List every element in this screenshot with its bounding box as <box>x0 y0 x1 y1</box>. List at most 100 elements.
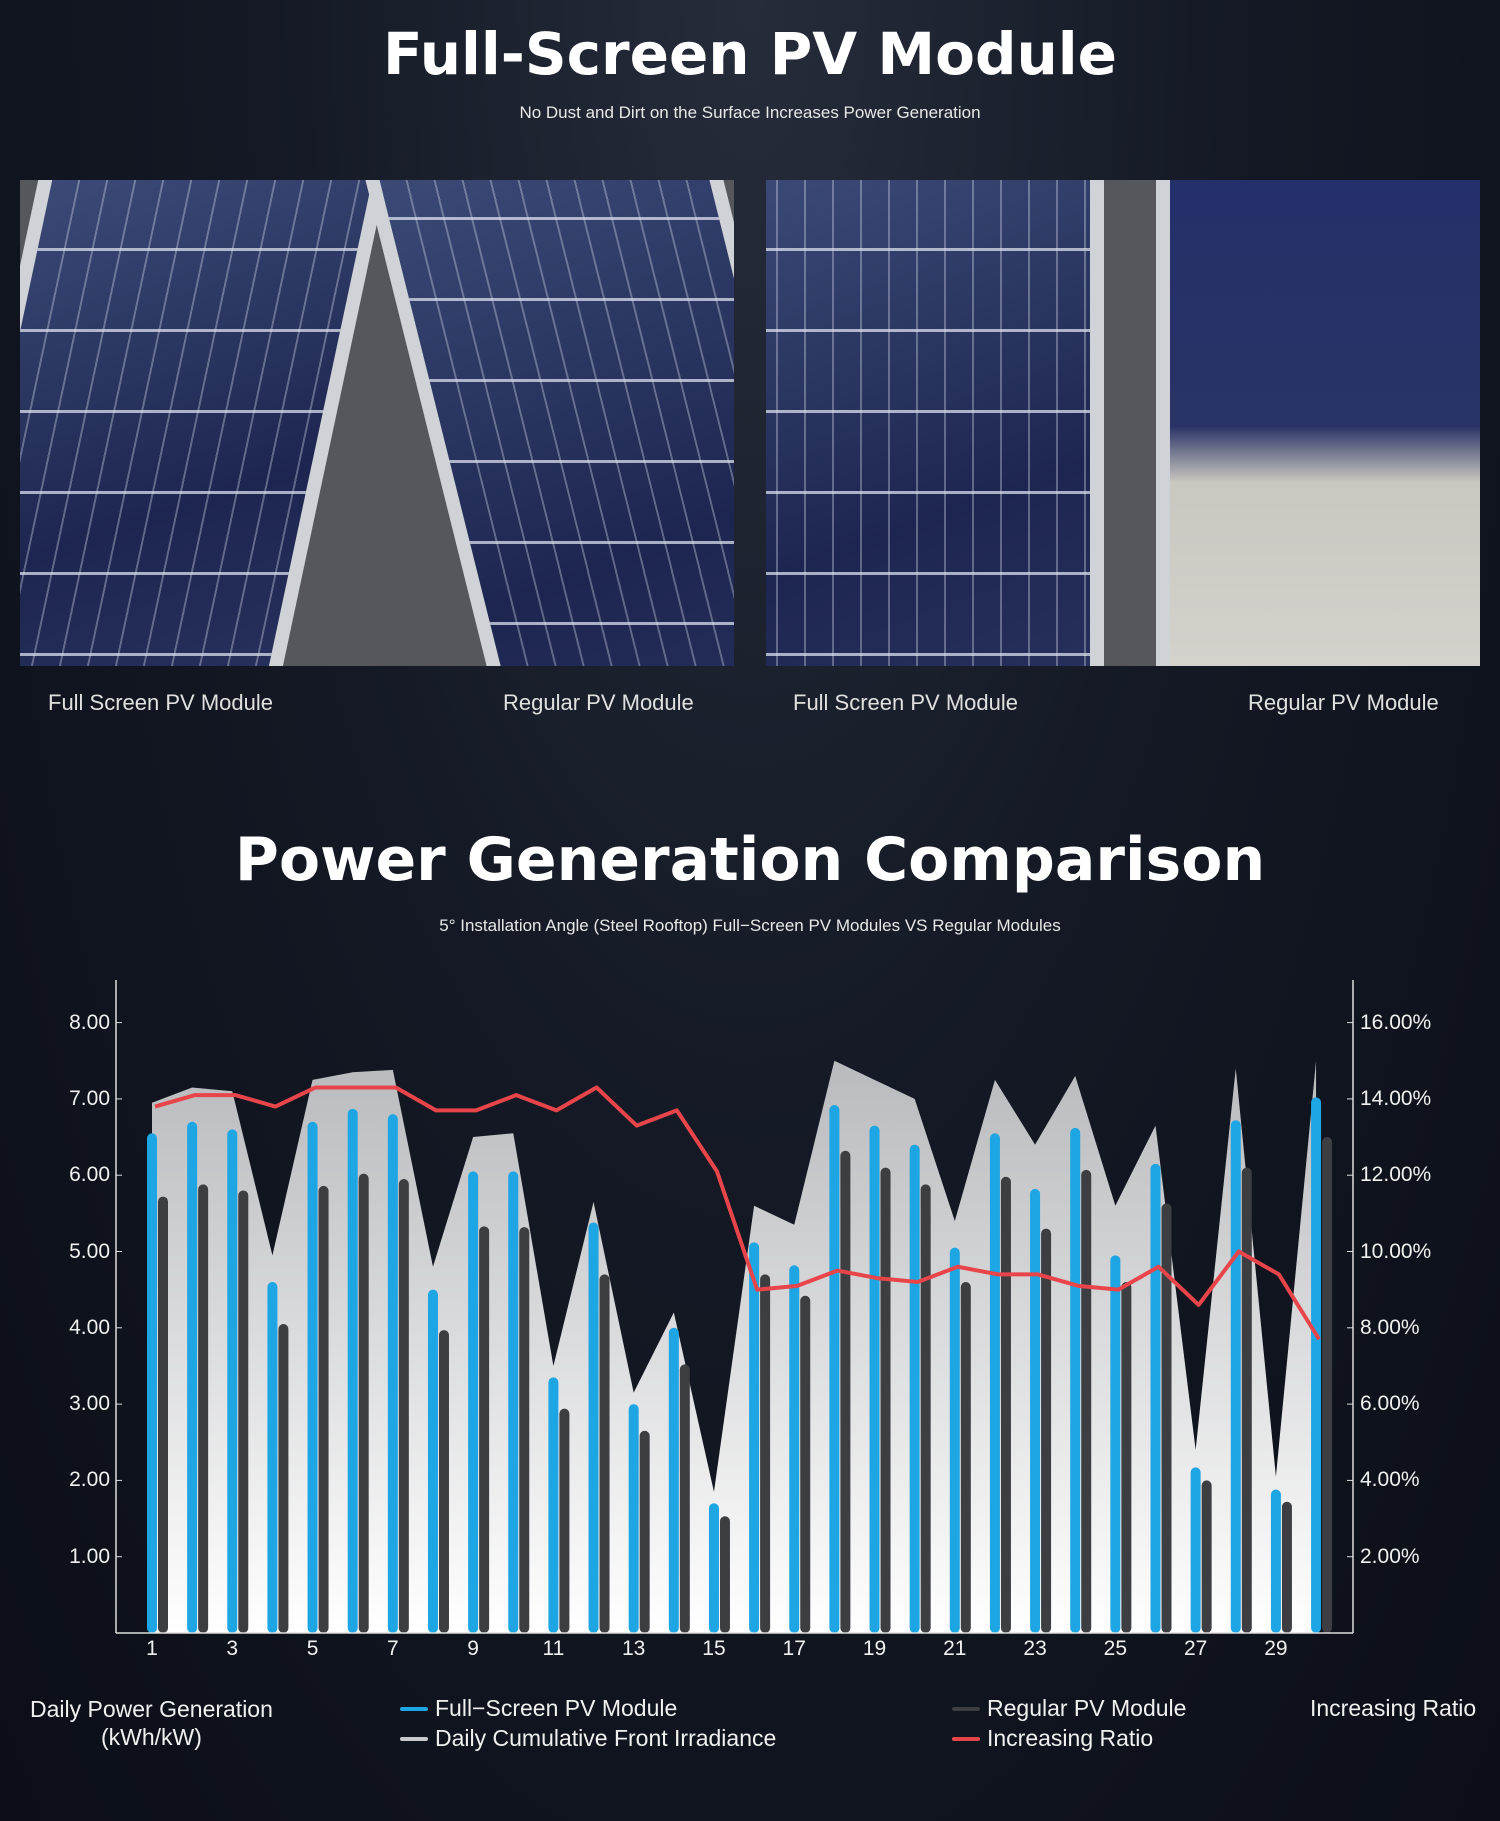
bar-full-screen <box>949 1247 960 1633</box>
bar-full-screen <box>508 1171 519 1633</box>
y-left-tick-label: 3.00 <box>69 1392 110 1416</box>
legend-ratio: Increasing Ratio <box>987 1725 1154 1751</box>
legend-swatch-ratio <box>952 1737 980 1741</box>
bar-full-screen <box>989 1133 1000 1633</box>
bar-regular <box>438 1330 449 1633</box>
y-left-tick-label: 1.00 <box>69 1544 110 1568</box>
legend-regular: Regular PV Module <box>987 1695 1187 1721</box>
bar-full-screen <box>1030 1188 1041 1633</box>
x-tick-label: 19 <box>862 1637 887 1660</box>
bar-regular <box>1000 1176 1011 1633</box>
y-right-tick-label: 10.00% <box>1360 1239 1432 1263</box>
x-tick-label: 23 <box>1023 1637 1047 1660</box>
bar-full-screen <box>909 1144 920 1633</box>
bar-regular <box>1241 1167 1252 1633</box>
y-right-label: Increasing Ratio <box>1310 1695 1477 1721</box>
x-tick-label: 9 <box>467 1637 479 1660</box>
bar-regular <box>1201 1480 1212 1633</box>
bar-regular <box>1161 1203 1172 1633</box>
x-tick-label: 11 <box>542 1637 565 1660</box>
bar-regular <box>158 1196 168 1633</box>
bar-full-screen <box>307 1121 318 1633</box>
y-left-tick-label: 6.00 <box>69 1163 110 1187</box>
legend-irradiance: Daily Cumulative Front Irradiance <box>435 1725 777 1751</box>
bar-regular <box>278 1323 289 1633</box>
bar-regular <box>1041 1228 1052 1633</box>
bar-full-screen <box>869 1125 880 1633</box>
bar-full-screen <box>1150 1163 1161 1633</box>
x-tick-label: 3 <box>226 1637 239 1660</box>
legend-swatch-regular <box>952 1707 980 1711</box>
page-title: Full-Screen PV Module <box>383 20 1117 88</box>
x-tick-label: 7 <box>386 1637 399 1660</box>
bar-regular <box>639 1430 650 1633</box>
bar-full-screen <box>829 1105 840 1633</box>
y-left-label: Daily Power Generation (kWh/kW) <box>30 1696 273 1750</box>
x-tick-label: 27 <box>1183 1637 1208 1660</box>
bar-regular <box>1322 1137 1333 1633</box>
bar-regular <box>1121 1282 1132 1633</box>
bar-regular <box>599 1274 610 1633</box>
bar-full-screen <box>628 1404 639 1633</box>
bar-full-screen <box>227 1129 238 1633</box>
y-right-tick-label: 8.00% <box>1360 1315 1420 1339</box>
legend-swatch-full-screen <box>400 1707 428 1711</box>
bar-full-screen <box>588 1222 599 1633</box>
legend-swatch-irradiance <box>400 1737 428 1741</box>
x-tick-label: 5 <box>306 1637 319 1660</box>
legend-full-screen: Full−Screen PV Module <box>435 1695 678 1721</box>
bar-full-screen <box>708 1503 719 1633</box>
bar-full-screen <box>267 1282 278 1633</box>
x-tick-label: 15 <box>702 1637 726 1660</box>
bar-regular <box>559 1408 570 1633</box>
y-right-tick-label: 4.00% <box>1360 1468 1420 1492</box>
y-right-tick-label: 12.00% <box>1360 1163 1432 1187</box>
x-tick-label: 17 <box>782 1637 806 1660</box>
bar-full-screen <box>1110 1255 1121 1633</box>
bar-regular <box>679 1364 690 1633</box>
bar-full-screen <box>1270 1489 1281 1633</box>
x-tick-label: 13 <box>621 1637 646 1660</box>
bar-regular <box>960 1282 971 1633</box>
y-right-tick-label: 6.00% <box>1360 1392 1420 1416</box>
bar-full-screen <box>387 1114 398 1633</box>
bar-full-screen <box>427 1289 438 1633</box>
bar-regular <box>1081 1169 1092 1633</box>
photo-dust-comparison <box>766 180 1480 666</box>
bar-regular <box>880 1167 891 1633</box>
bar-regular <box>800 1295 811 1633</box>
ratio-line <box>154 1085 1321 1341</box>
chart-subtitle: 5° Installation Angle (Steel Rooftop) Fu… <box>439 916 1061 935</box>
chart-title: Power Generation Comparison <box>234 825 1266 895</box>
bar-full-screen <box>147 1133 157 1633</box>
photo-rain-comparison <box>20 180 734 666</box>
bar-full-screen <box>1070 1127 1081 1633</box>
bar-full-screen <box>749 1242 760 1633</box>
bar-full-screen <box>668 1327 679 1633</box>
bar-regular <box>238 1190 249 1633</box>
x-tick-label: 21 <box>943 1637 967 1660</box>
y-left-tick-label: 7.00 <box>69 1086 110 1110</box>
y-left-tick-label: 2.00 <box>69 1468 110 1492</box>
caption-full-screen-1: Full Screen PV Module <box>48 690 273 715</box>
y-left-tick-label: 8.00 <box>69 1010 110 1034</box>
bar-regular <box>1281 1501 1292 1633</box>
y-left-tick-label: 4.00 <box>69 1315 110 1339</box>
x-tick-label: 25 <box>1103 1637 1128 1660</box>
bar-full-screen <box>1311 1097 1322 1633</box>
bar-regular <box>479 1226 490 1633</box>
bar-full-screen <box>789 1265 800 1633</box>
bar-full-screen <box>187 1121 198 1633</box>
bar-full-screen <box>468 1171 479 1633</box>
x-tick-label: 29 <box>1264 1637 1288 1660</box>
y-right-tick-label: 2.00% <box>1360 1544 1420 1568</box>
caption-regular-1: Regular PV Module <box>503 690 694 715</box>
y-right-tick-label: 14.00% <box>1360 1086 1432 1110</box>
y-left-tick-label: 5.00 <box>69 1239 110 1263</box>
page-subtitle: No Dust and Dirt on the Surface Increase… <box>519 103 981 122</box>
bar-full-screen <box>1230 1120 1241 1633</box>
bar-regular <box>760 1274 771 1633</box>
bar-regular <box>719 1516 730 1633</box>
caption-regular-2: Regular PV Module <box>1248 690 1439 715</box>
